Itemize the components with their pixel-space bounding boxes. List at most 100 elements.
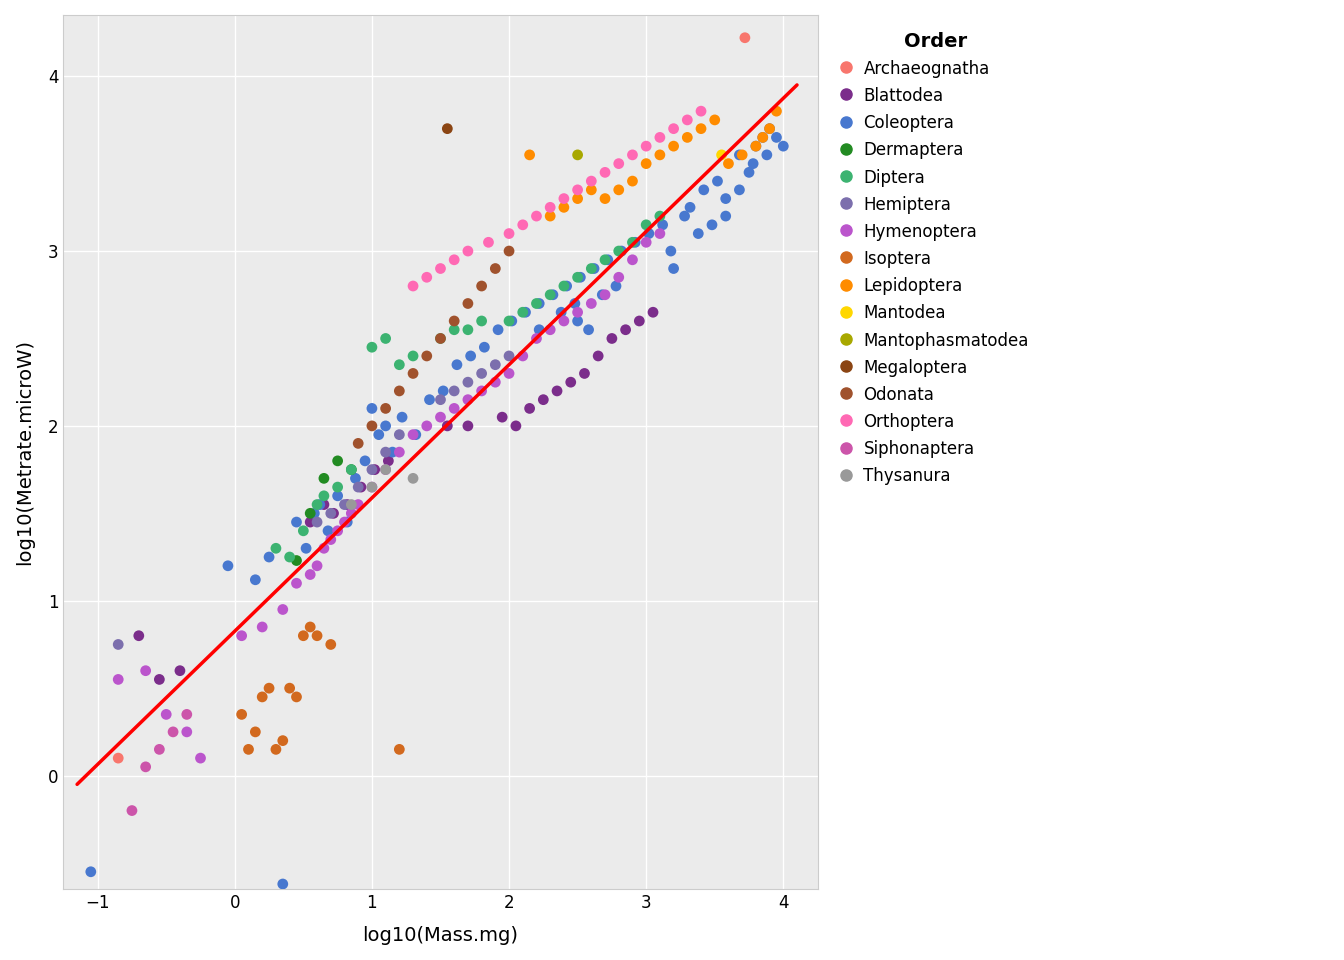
Point	[430, 392, 452, 407]
Point	[636, 234, 657, 250]
Point	[597, 252, 618, 268]
Point	[594, 287, 616, 302]
Point	[417, 270, 438, 285]
Point	[340, 506, 362, 521]
Point	[457, 374, 478, 390]
Point	[515, 304, 536, 320]
Point	[636, 138, 657, 154]
Point	[388, 427, 410, 443]
Point	[499, 348, 520, 364]
Point	[485, 374, 507, 390]
Point	[499, 366, 520, 381]
Point	[430, 331, 452, 347]
Point	[539, 208, 560, 224]
Point	[362, 419, 383, 434]
Point	[501, 313, 523, 328]
Point	[567, 304, 589, 320]
Point	[528, 322, 550, 337]
Point	[649, 226, 671, 241]
Point	[280, 549, 301, 564]
Point	[470, 383, 492, 398]
Point	[293, 628, 314, 643]
Point	[433, 383, 454, 398]
Point	[327, 453, 348, 468]
Point	[591, 287, 613, 302]
Point	[430, 410, 452, 425]
Point	[567, 313, 589, 328]
Point	[375, 419, 396, 434]
Point	[688, 226, 710, 241]
Point	[300, 619, 321, 635]
Point	[581, 261, 602, 276]
Point	[499, 313, 520, 328]
Point	[581, 296, 602, 311]
Point	[702, 217, 723, 232]
Point	[169, 663, 191, 679]
Point	[362, 340, 383, 355]
Point	[388, 383, 410, 398]
Point	[149, 742, 171, 757]
Point	[271, 876, 293, 892]
Point	[574, 366, 595, 381]
Point	[265, 742, 286, 757]
Point	[190, 751, 211, 766]
Point	[313, 540, 335, 556]
Point	[554, 278, 575, 294]
Point	[539, 200, 560, 215]
Point	[745, 138, 766, 154]
Point	[336, 515, 358, 530]
Point	[156, 707, 177, 722]
Point	[344, 470, 366, 486]
Point	[351, 479, 372, 494]
Point	[362, 479, 383, 494]
Y-axis label: log10(Metrate.microW): log10(Metrate.microW)	[15, 339, 34, 565]
Point	[402, 348, 423, 364]
Point	[121, 803, 142, 818]
Point	[238, 742, 259, 757]
Point	[622, 252, 644, 268]
Point	[348, 479, 370, 494]
Point	[437, 121, 458, 136]
Point	[245, 572, 266, 588]
Point	[636, 156, 657, 171]
Point	[313, 488, 335, 503]
Point	[231, 707, 253, 722]
Point	[492, 410, 513, 425]
Point	[306, 497, 328, 513]
Point	[676, 112, 698, 128]
Point	[306, 628, 328, 643]
Point	[567, 147, 589, 162]
Point	[320, 532, 341, 547]
Point	[391, 410, 413, 425]
Point	[477, 234, 499, 250]
Point	[362, 479, 383, 494]
Point	[470, 313, 492, 328]
Point	[718, 156, 739, 171]
Point	[759, 121, 781, 136]
Point	[323, 506, 344, 521]
Point	[430, 261, 452, 276]
Point	[218, 558, 239, 573]
Point	[300, 515, 321, 530]
Point	[444, 400, 465, 416]
Point	[388, 742, 410, 757]
Point	[679, 200, 700, 215]
Point	[649, 130, 671, 145]
Point	[660, 244, 681, 259]
Point	[306, 558, 328, 573]
Point	[546, 383, 567, 398]
Point	[551, 304, 573, 320]
Point	[610, 244, 632, 259]
Point	[375, 462, 396, 477]
Point	[488, 322, 509, 337]
Point	[594, 252, 616, 268]
Point	[306, 515, 328, 530]
Point	[417, 419, 438, 434]
Point	[149, 672, 171, 687]
Point	[336, 497, 358, 513]
Point	[128, 628, 149, 643]
Point	[567, 191, 589, 206]
Point	[676, 130, 698, 145]
Point	[108, 751, 129, 766]
Point	[505, 419, 527, 434]
